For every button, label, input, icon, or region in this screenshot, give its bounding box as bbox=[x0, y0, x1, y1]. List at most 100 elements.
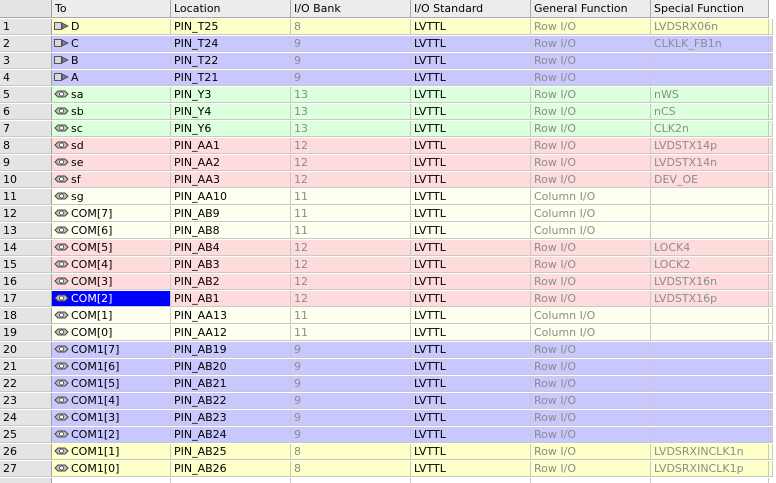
location-cell[interactable]: PIN_AB24 bbox=[171, 427, 291, 443]
to-cell[interactable]: COM1[2] bbox=[52, 427, 171, 443]
row-number[interactable]: 1 bbox=[0, 19, 52, 35]
location-cell[interactable]: PIN_AB23 bbox=[171, 410, 291, 426]
location-cell[interactable]: PIN_AA10 bbox=[171, 189, 291, 205]
table-row[interactable]: 22 COM1[5] PIN_AB21 9 LVTTL Row I/O bbox=[0, 376, 776, 393]
row-number[interactable]: 10 bbox=[0, 172, 52, 188]
io-bank-cell[interactable]: 11 bbox=[291, 223, 411, 239]
general-function-cell[interactable]: Column I/O bbox=[531, 223, 651, 239]
special-function-cell[interactable] bbox=[651, 376, 769, 392]
location-cell[interactable]: PIN_AA1 bbox=[171, 138, 291, 154]
extra-cell[interactable] bbox=[769, 36, 773, 52]
general-function-cell[interactable]: Row I/O bbox=[531, 461, 651, 477]
to-cell[interactable]: COM[0] bbox=[52, 325, 171, 341]
extra-cell[interactable] bbox=[769, 121, 773, 137]
extra-cell[interactable] bbox=[769, 155, 773, 171]
general-function-cell[interactable]: Column I/O bbox=[531, 308, 651, 324]
to-cell[interactable]: COM1[1] bbox=[52, 444, 171, 460]
to-cell[interactable]: COM[4] bbox=[52, 257, 171, 273]
io-standard-cell[interactable]: LVTTL bbox=[411, 325, 531, 341]
row-number[interactable] bbox=[0, 478, 52, 483]
special-function-cell[interactable]: CLK2n bbox=[651, 121, 769, 137]
to-cell[interactable]: A bbox=[52, 70, 171, 86]
to-cell[interactable]: C bbox=[52, 36, 171, 52]
io-bank-cell[interactable]: 11 bbox=[291, 325, 411, 341]
empty-cell[interactable] bbox=[291, 478, 411, 483]
to-cell[interactable]: D bbox=[52, 19, 171, 35]
table-row[interactable]: 4 A PIN_T21 9 LVTTL Row I/O bbox=[0, 70, 776, 87]
io-bank-cell[interactable]: 8 bbox=[291, 444, 411, 460]
special-function-cell[interactable]: nWS bbox=[651, 87, 769, 103]
special-function-cell[interactable] bbox=[651, 393, 769, 409]
to-cell[interactable]: sf bbox=[52, 172, 171, 188]
table-row[interactable]: 23 COM1[4] PIN_AB22 9 LVTTL Row I/O bbox=[0, 393, 776, 410]
io-bank-cell[interactable]: 8 bbox=[291, 461, 411, 477]
io-bank-cell[interactable]: 13 bbox=[291, 104, 411, 120]
general-function-cell[interactable]: Row I/O bbox=[531, 359, 651, 375]
header-to[interactable]: To bbox=[52, 0, 171, 18]
io-standard-cell[interactable]: LVTTL bbox=[411, 461, 531, 477]
io-bank-cell[interactable]: 9 bbox=[291, 410, 411, 426]
general-function-cell[interactable]: Row I/O bbox=[531, 172, 651, 188]
extra-cell[interactable] bbox=[769, 138, 773, 154]
row-number[interactable]: 5 bbox=[0, 87, 52, 103]
general-function-cell[interactable]: Row I/O bbox=[531, 138, 651, 154]
row-number[interactable]: 6 bbox=[0, 104, 52, 120]
special-function-cell[interactable] bbox=[651, 342, 769, 358]
table-row[interactable]: 27 COM1[0] PIN_AB26 8 LVTTL Row I/O LVDSRXINCL… bbox=[0, 461, 776, 478]
header-io-standard[interactable]: I/O Standard bbox=[411, 0, 531, 18]
general-function-cell[interactable]: Row I/O bbox=[531, 274, 651, 290]
extra-cell[interactable] bbox=[769, 461, 773, 477]
header-corner[interactable] bbox=[0, 0, 52, 18]
location-cell[interactable]: PIN_AB25 bbox=[171, 444, 291, 460]
location-cell[interactable]: PIN_Y4 bbox=[171, 104, 291, 120]
extra-cell[interactable] bbox=[769, 410, 773, 426]
io-bank-cell[interactable]: 12 bbox=[291, 155, 411, 171]
row-number[interactable]: 9 bbox=[0, 155, 52, 171]
io-standard-cell[interactable]: LVTTL bbox=[411, 410, 531, 426]
row-number[interactable]: 21 bbox=[0, 359, 52, 375]
table-row[interactable]: 17 COM[2] PIN_AB1 12 LVTTL Row I/O LVDSTX16p bbox=[0, 291, 776, 308]
general-function-cell[interactable]: Row I/O bbox=[531, 257, 651, 273]
row-number[interactable]: 17 bbox=[0, 291, 52, 307]
special-function-cell[interactable] bbox=[651, 70, 769, 86]
extra-cell[interactable] bbox=[769, 393, 773, 409]
to-cell[interactable]: sd bbox=[52, 138, 171, 154]
location-cell[interactable]: PIN_AA3 bbox=[171, 172, 291, 188]
table-row[interactable]: 18 COM[1] PIN_AA13 11 LVTTL Column I/O bbox=[0, 308, 776, 325]
general-function-cell[interactable]: Row I/O bbox=[531, 240, 651, 256]
general-function-cell[interactable]: Row I/O bbox=[531, 427, 651, 443]
row-number[interactable]: 14 bbox=[0, 240, 52, 256]
general-function-cell[interactable]: Row I/O bbox=[531, 87, 651, 103]
io-standard-cell[interactable]: LVTTL bbox=[411, 376, 531, 392]
io-standard-cell[interactable]: LVTTL bbox=[411, 257, 531, 273]
table-row[interactable]: 5 sa PIN_Y3 13 LVTTL Row I/O nWS bbox=[0, 87, 776, 104]
io-bank-cell[interactable]: 9 bbox=[291, 393, 411, 409]
row-number[interactable]: 2 bbox=[0, 36, 52, 52]
io-standard-cell[interactable]: LVTTL bbox=[411, 155, 531, 171]
extra-cell[interactable] bbox=[769, 257, 773, 273]
to-cell[interactable]: COM[3] bbox=[52, 274, 171, 290]
to-cell[interactable]: COM1[5] bbox=[52, 376, 171, 392]
table-row[interactable]: 24 COM1[3] PIN_AB23 9 LVTTL Row I/O bbox=[0, 410, 776, 427]
row-number[interactable]: 11 bbox=[0, 189, 52, 205]
location-cell[interactable]: PIN_T21 bbox=[171, 70, 291, 86]
io-bank-cell[interactable]: 12 bbox=[291, 138, 411, 154]
general-function-cell[interactable]: Row I/O bbox=[531, 36, 651, 52]
location-cell[interactable]: PIN_AB9 bbox=[171, 206, 291, 222]
empty-cell[interactable] bbox=[651, 478, 769, 483]
location-cell[interactable]: PIN_AA12 bbox=[171, 325, 291, 341]
extra-cell[interactable] bbox=[769, 104, 773, 120]
special-function-cell[interactable] bbox=[651, 427, 769, 443]
special-function-cell[interactable]: LVDSTX16p bbox=[651, 291, 769, 307]
general-function-cell[interactable]: Column I/O bbox=[531, 189, 651, 205]
special-function-cell[interactable]: LVDSRX06n bbox=[651, 19, 769, 35]
io-standard-cell[interactable]: LVTTL bbox=[411, 393, 531, 409]
io-standard-cell[interactable]: LVTTL bbox=[411, 36, 531, 52]
to-cell[interactable]: COM[1] bbox=[52, 308, 171, 324]
row-number[interactable]: 7 bbox=[0, 121, 52, 137]
special-function-cell[interactable]: LVDSTX14p bbox=[651, 138, 769, 154]
io-bank-cell[interactable]: 12 bbox=[291, 291, 411, 307]
general-function-cell[interactable]: Row I/O bbox=[531, 342, 651, 358]
io-bank-cell[interactable]: 13 bbox=[291, 121, 411, 137]
empty-cell[interactable] bbox=[531, 478, 651, 483]
